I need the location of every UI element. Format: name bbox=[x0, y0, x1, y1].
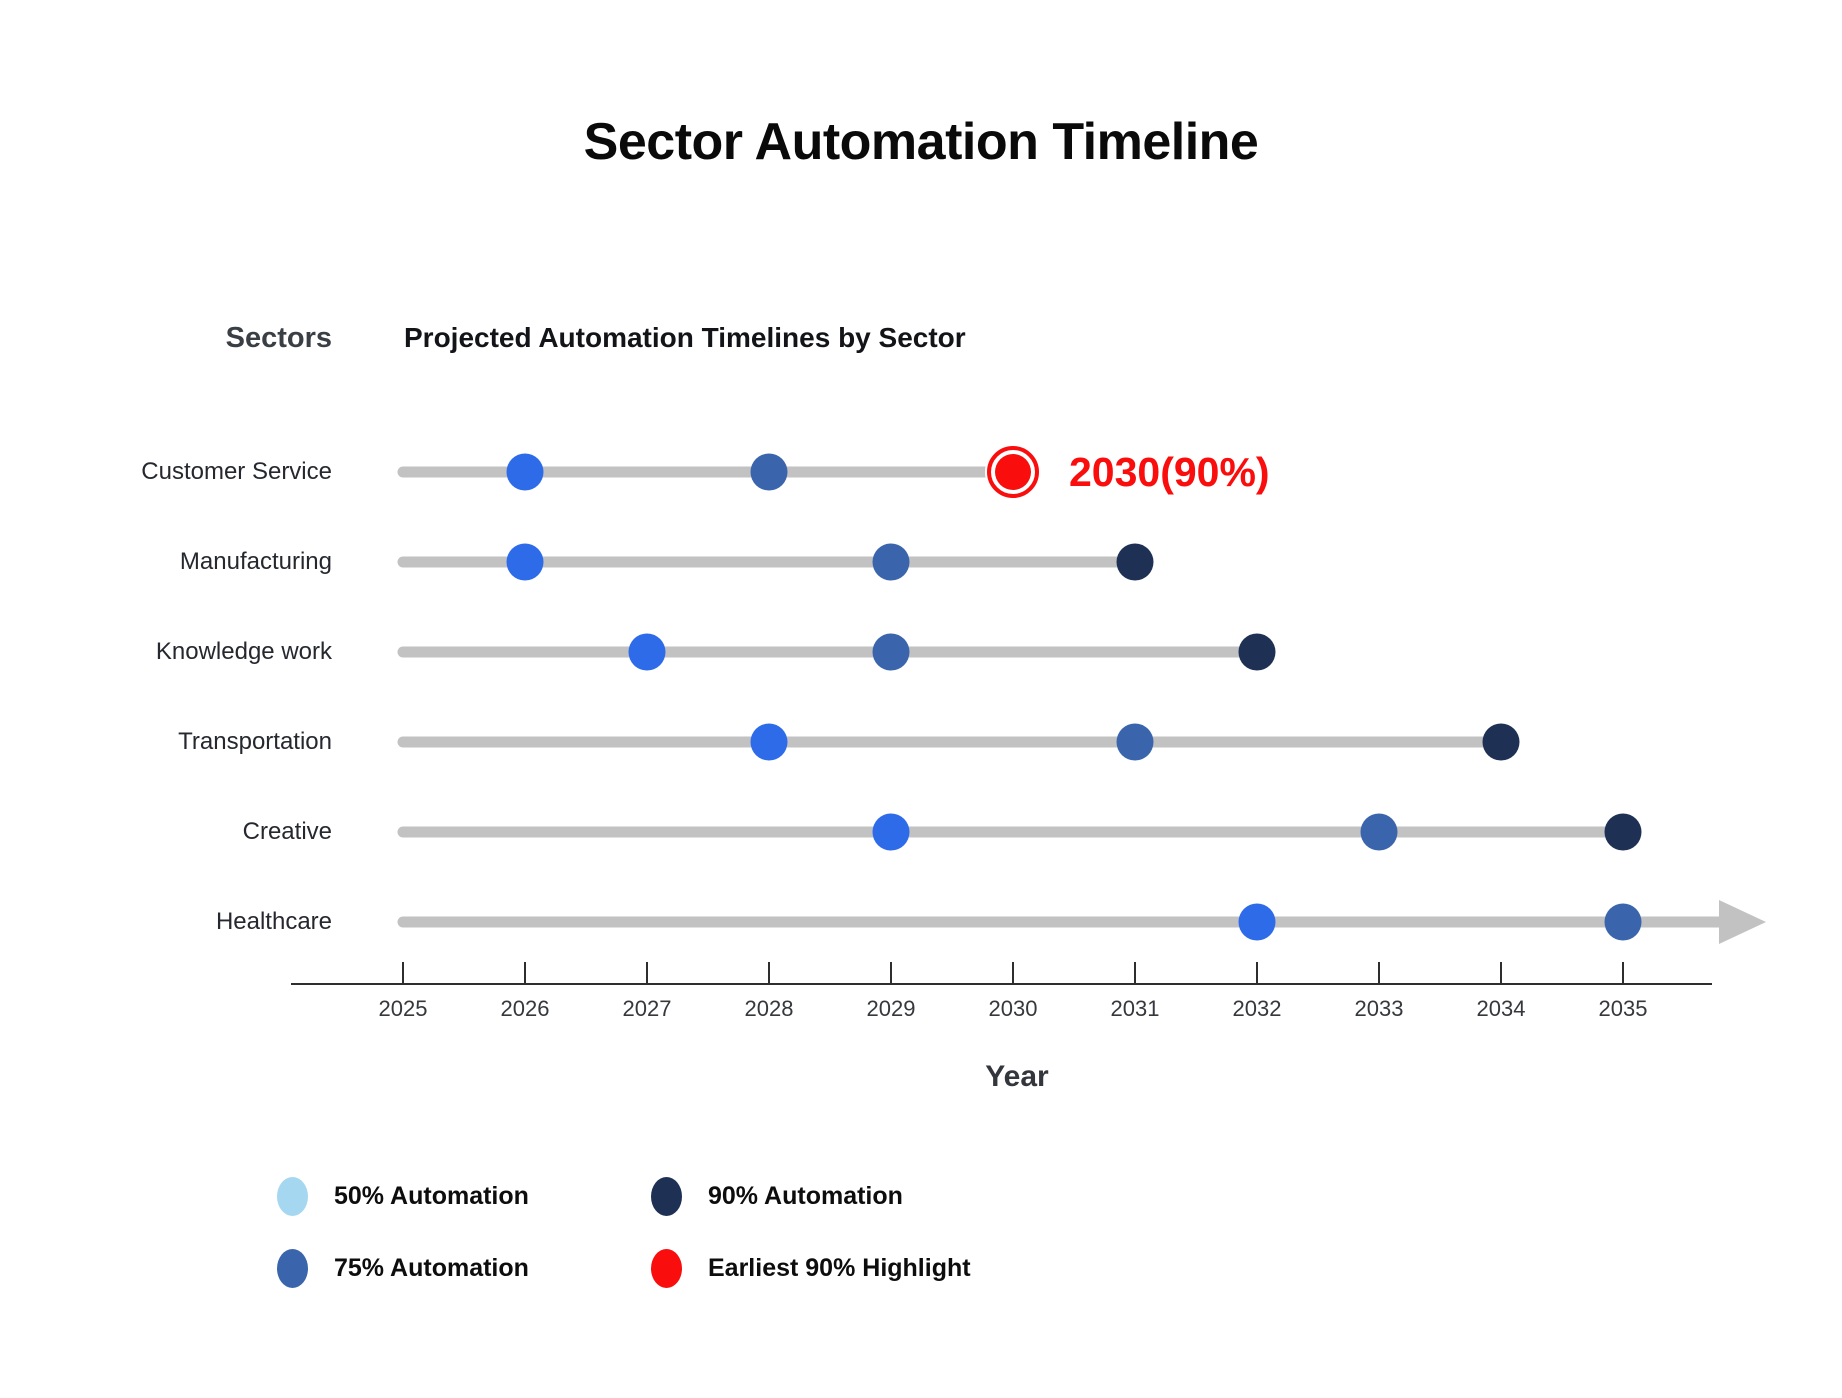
legend-swatch-icon bbox=[651, 1249, 682, 1288]
highlight-dot bbox=[995, 454, 1031, 490]
x-tick-label: 2034 bbox=[1477, 996, 1526, 1021]
data-point bbox=[872, 633, 910, 671]
legend-item: 90% Automation bbox=[651, 1177, 903, 1216]
legend-swatch-icon bbox=[277, 1249, 308, 1288]
data-point bbox=[750, 453, 788, 491]
data-point bbox=[872, 813, 910, 851]
data-point bbox=[628, 633, 666, 671]
x-tick-label: 2033 bbox=[1355, 996, 1404, 1021]
data-point bbox=[1604, 813, 1642, 851]
data-point bbox=[1482, 723, 1520, 761]
x-axis-title: Year bbox=[985, 1060, 1049, 1093]
x-tick-label: 2027 bbox=[623, 996, 672, 1021]
x-tick-label: 2030 bbox=[989, 996, 1038, 1021]
sector-label: Healthcare bbox=[215, 908, 332, 935]
sector-label: Creative bbox=[242, 818, 332, 845]
chart-main-title: Sector Automation Timeline bbox=[583, 113, 1259, 171]
legend-label: 90% Automation bbox=[708, 1182, 903, 1210]
data-point bbox=[750, 723, 788, 761]
legend-label: 75% Automation bbox=[334, 1254, 529, 1282]
arrow-head-icon bbox=[1719, 900, 1766, 944]
legend-item: 50% Automation bbox=[277, 1177, 529, 1216]
sector-label: Manufacturing bbox=[179, 548, 332, 575]
x-tick-label: 2028 bbox=[745, 996, 794, 1021]
data-point bbox=[506, 453, 544, 491]
legend-swatch-icon bbox=[277, 1177, 308, 1216]
data-point bbox=[872, 543, 910, 581]
y-axis-title: Sectors bbox=[225, 322, 332, 354]
sector-label: Knowledge work bbox=[155, 638, 332, 665]
sector-label: Customer Service bbox=[141, 458, 332, 485]
legend-label: 50% Automation bbox=[334, 1182, 529, 1210]
data-point bbox=[1360, 813, 1398, 851]
x-tick-label: 2029 bbox=[867, 996, 916, 1021]
data-point bbox=[1116, 723, 1154, 761]
legend-swatch-icon bbox=[651, 1177, 682, 1216]
highlight-label: 2030(90%) bbox=[1069, 449, 1270, 495]
x-tick-label: 2031 bbox=[1111, 996, 1160, 1021]
legend-label: Earliest 90% Highlight bbox=[708, 1254, 971, 1282]
sector-label: Transportation bbox=[178, 728, 332, 755]
highlight-ring-icon bbox=[987, 446, 1039, 498]
x-tick-label: 2025 bbox=[379, 996, 428, 1021]
data-point bbox=[506, 543, 544, 581]
data-point bbox=[1604, 903, 1642, 941]
x-tick-label: 2035 bbox=[1599, 996, 1648, 1021]
x-tick-label: 2032 bbox=[1233, 996, 1282, 1021]
chart-subtitle: Projected Automation Timelines by Sector bbox=[404, 322, 966, 353]
x-tick-label: 2026 bbox=[501, 996, 550, 1021]
legend-item: Earliest 90% Highlight bbox=[651, 1249, 971, 1288]
legend-item: 75% Automation bbox=[277, 1249, 529, 1288]
data-point bbox=[1238, 903, 1276, 941]
data-point bbox=[1116, 543, 1154, 581]
data-point bbox=[1238, 633, 1276, 671]
